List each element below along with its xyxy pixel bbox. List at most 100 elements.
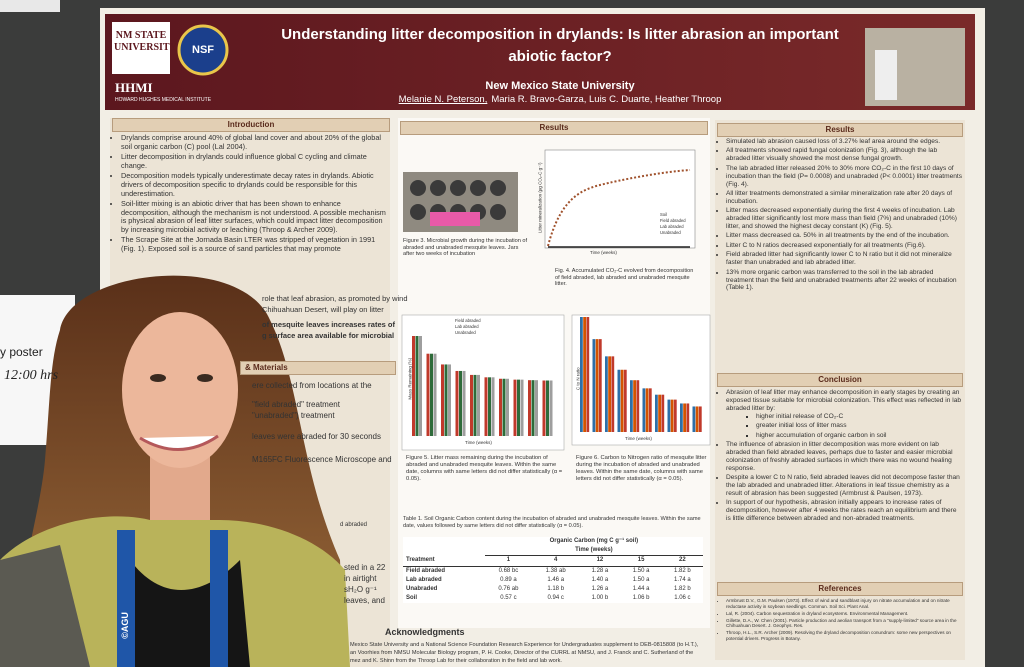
methods-fragment: M165FC Fluorescence Microscope and [252,455,392,464]
cell: 1.00 b [591,595,609,602]
intro-fragment: of mesquite leaves increases rates of [262,320,395,329]
bullet: All treatments showed rapid fungal colon… [726,147,963,163]
fig4-xlabel: Time (weeks) [590,250,617,255]
fig5-xlabel: Time (weeks) [465,440,492,445]
figure-bar [531,380,535,436]
figure-bar [620,369,624,432]
cell [403,537,485,546]
figure-bar [448,364,451,436]
table-caption: Table 1. Soil Organic Carbon content dur… [403,516,701,529]
cell: 1.26 a [591,585,609,592]
figure-bar [586,317,590,432]
figure-bar [528,380,531,436]
table-group-row: Organic Carbon (mg C g⁻¹ soil) [403,537,703,546]
column-header: 4 [532,555,580,567]
references-heading: References [717,582,963,596]
figure-bar [502,378,506,436]
fig4-ylabel: Litter mineralization (µg CO₂-C g⁻¹) [537,162,543,233]
conclusion-list: Abrasion of leaf litter may enhance deco… [717,389,963,523]
methods-fragment: leaves, and [344,596,385,605]
cell: 1.06 c [674,595,691,602]
bullet: Litter decomposition in drylands could i… [121,152,386,171]
bullet: The Scrape Site at the Jornada Basin LTE… [121,235,386,254]
table-row: Unabraded 0.76 ab 1.18 b 1.26 a 1.44 a 1.82 b [403,585,703,594]
shirt-pattern [0,545,90,667]
bullet: Lal, R. (2004). Carbon sequestration in … [726,611,963,617]
column-header: Treatment [403,555,485,567]
conclusion-sub: higher initial release of CO₂-Cgreater i… [726,413,963,440]
figure-bar [455,370,459,436]
figure-bar [583,317,586,432]
column-header: 15 [620,555,662,567]
table-row: Lab abraded 0.89 a 1.46 a 1.40 a 1.50 a 1.74 … [403,576,703,585]
author-lead: Melanie N. Peterson, [398,94,488,105]
figure-bar [441,364,444,436]
fig4-caption: Fig. 4. Accumulated CO₂-C evolved from d… [555,268,694,288]
bullet: The influence of abrasion in litter deco… [726,441,963,473]
column-header: 12 [579,555,621,567]
figure-bar [462,370,466,436]
intro-list: Drylands comprise around 40% of global l… [112,133,386,254]
table-header-row: Treatment 1 4 12 15 22 [403,555,703,567]
figure-bar [546,380,549,436]
table-wrap: Organic Carbon (mg C g⁻¹ soil) Time (week… [403,537,703,604]
cell: 1.50 a [632,576,650,583]
nm-logo-text: NM STATE UNIVERSITY [114,30,177,53]
figure-bar [658,394,661,432]
figure-bar [667,399,671,432]
cell: 0.57 c [500,595,517,602]
intro-fragment: Chihuahuan Desert, will play on litter [262,305,384,314]
figure-bar [623,369,627,432]
figure-bar [642,388,646,432]
figure-bar [433,353,437,436]
bullet: Throop, H.L., S.R. Archer (2009). Resolv… [726,630,963,641]
cell: 1.40 a [591,576,609,583]
figure-bar [470,374,473,436]
bullet: Gillette, D.A., W. Chen (2001). Particle… [726,618,963,629]
methods-heading: & Materials [240,361,396,375]
column-header: 1 [484,555,533,567]
fig3-caption: Figure 3. Microbial growth during the in… [403,238,528,258]
cell: 1.38 ab [545,567,566,574]
figure-bar [617,369,621,432]
methods-fragment: in airtight [344,574,377,583]
table-subgroup-row: Time (weeks) [403,546,703,557]
cell: Soil [406,595,418,602]
eye [150,374,166,382]
figures-heading: Results [400,121,708,135]
ack-line: mez and K. Shinn from the Throop Lab for… [350,658,562,664]
figure-bar [506,378,509,436]
bullet: The lab abraded litter released 20% to 3… [726,165,963,189]
bullet: Litter mass decreased ca. 50% in all tre… [726,232,963,240]
lanyard-right [210,530,228,667]
bullet: Soil-litter mixing is an abiotic driver … [121,199,386,235]
bullet: Litter mass decreased exponentially duri… [726,207,963,231]
figure-bar [542,380,546,436]
paper-edge [0,0,60,12]
jar-labels [430,212,480,226]
figure-bar [698,406,702,432]
bullet: Armbrust D.V., G.M. Paulsen (1973). Effe… [726,598,963,609]
methods-fragment: "unabraded") treatment [252,411,335,420]
fig5-legend: Unabraded [455,330,476,335]
bullet: 13% more organic carbon was transferred … [726,269,963,293]
cell: 1.82 b [674,567,691,574]
figure-bar [419,336,422,436]
fig6-ylabel: C to N ratio [575,367,581,391]
smile [139,434,219,451]
figure-bar [611,356,615,432]
figure-bar [473,374,477,436]
table: Organic Carbon (mg C g⁻¹ soil) Time (week… [403,537,703,603]
methods-fragment: "field abraded" treatment [252,400,340,409]
cell: Field abraded [406,567,446,574]
fig5-frame [401,314,565,451]
bullet: Abrasion of leaf litter may enhance deco… [726,389,963,439]
bullet: Simulated lab abrasion caused loss of 3.… [726,138,963,146]
figure-bar [692,406,696,432]
figure-bar [415,336,419,436]
university: New Mexico State University [485,80,635,92]
right-panel [715,120,965,660]
fig4-legend: Unabraded [660,230,681,235]
fig5-legend: Lab abraded [455,324,479,329]
